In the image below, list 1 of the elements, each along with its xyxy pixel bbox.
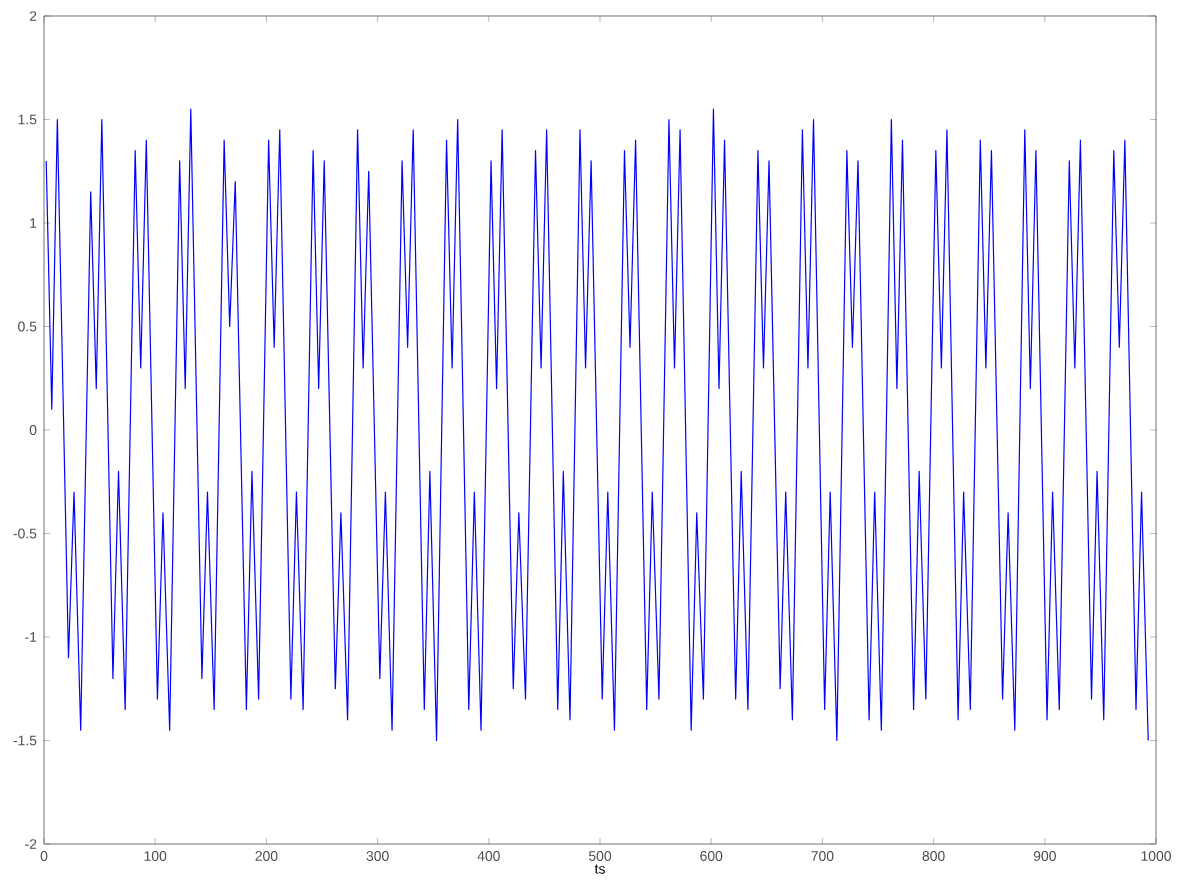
line-series bbox=[45, 108, 1149, 742]
